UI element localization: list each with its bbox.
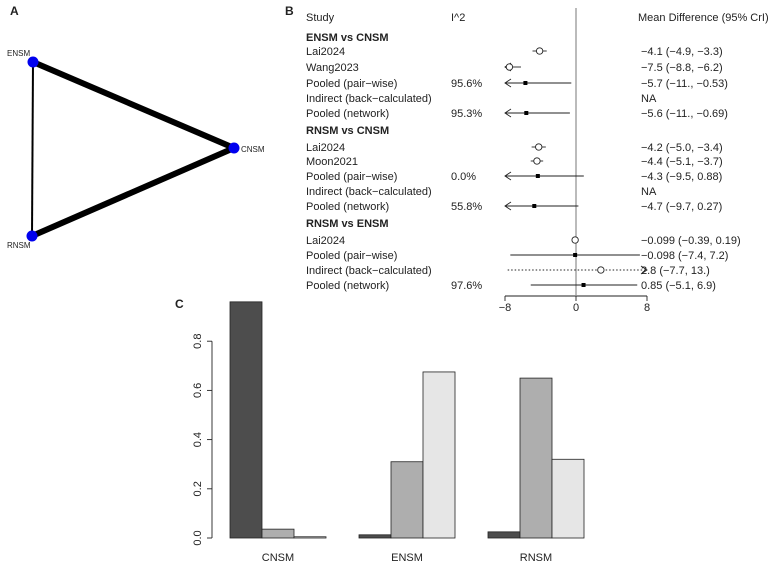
effect-label: −7.5 (−8.8, −6.2) [641, 62, 723, 74]
study-label: Lai2024 [306, 142, 345, 154]
header-study: Study [306, 12, 335, 24]
study-label: Moon2021 [306, 156, 358, 168]
network-node-rnsm [26, 230, 38, 242]
effect-label: −5.6 (−11., −0.69) [641, 108, 728, 120]
study-label: Pooled (pair−wise) [306, 171, 397, 183]
study-label: Pooled (pair−wise) [306, 78, 397, 90]
comparison-title: RNSM vs CNSM [306, 125, 389, 137]
effect-label: −0.098 (−7.4, 7.2) [641, 250, 728, 262]
study-label: Indirect (back−calculated) [306, 265, 432, 277]
header-i2: I^2 [451, 12, 465, 24]
panel-label-b: B [285, 4, 294, 18]
effect-label: −4.7 (−9.7, 0.27) [641, 201, 722, 213]
study-label: Pooled (pair−wise) [306, 250, 397, 262]
bar-category-label: CNSM [262, 552, 294, 564]
ci-arrow-left [504, 78, 512, 88]
bar-y-tick-label: 0.4 [192, 432, 204, 447]
i2-value: 97.6% [451, 280, 482, 292]
effect-label: NA [641, 93, 657, 105]
network-node-label: CNSM [241, 145, 265, 154]
bar-category-label: RNSM [520, 552, 552, 564]
bar-rnsm-1 [487, 531, 521, 539]
i2-value: 95.6% [451, 78, 482, 90]
panel-label-c: C [175, 297, 184, 311]
point-estimate-square [581, 283, 586, 287]
effect-label: −4.3 (−9.5, 0.88) [641, 171, 722, 183]
study-label: Pooled (network) [306, 201, 389, 213]
ci-arrow-right [640, 265, 648, 275]
bar-y-tick-label: 0.0 [192, 530, 204, 545]
bar-ensm-2 [390, 461, 424, 539]
point-estimate-square [573, 253, 578, 257]
network-panel: A ENSM CNSM RNSM [7, 4, 265, 250]
network-node-cnsm [228, 142, 240, 154]
study-label: Lai2024 [306, 46, 345, 58]
i2-value: 95.3% [451, 108, 482, 120]
study-label: Indirect (back−calculated) [306, 93, 432, 105]
network-node-ensm [27, 56, 39, 68]
study-label: Pooled (network) [306, 108, 389, 120]
forest-x-tick-label: 8 [644, 302, 650, 314]
point-estimate-circle [571, 236, 579, 244]
comparison-title: ENSM vs CNSM [306, 32, 389, 44]
point-estimate-square [535, 174, 540, 178]
point-estimate-square [532, 204, 537, 208]
point-estimate-circle [597, 266, 605, 274]
point-estimate-circle [535, 143, 543, 151]
effect-label: 0.85 (−5.1, 6.9) [641, 280, 716, 292]
forest-x-tick-label: 0 [573, 302, 579, 314]
point-estimate-circle [535, 47, 544, 55]
bar-cnsm-2 [261, 528, 295, 539]
effect-label: −4.2 (−5.0, −3.4) [641, 142, 723, 154]
ci-arrow-left [504, 171, 512, 181]
bar-y-tick-label: 0.6 [192, 383, 204, 398]
effect-label: −4.4 (−5.1, −3.7) [641, 156, 723, 168]
study-label: Lai2024 [306, 235, 345, 247]
network-edge-rnsm-cnsm [30, 145, 236, 239]
bar-rnsm-2 [519, 377, 553, 539]
point-estimate-square [523, 81, 528, 85]
ci-arrow-left [504, 201, 512, 211]
network-edge-ensm-rnsm [31, 61, 34, 237]
study-label: Indirect (back−calculated) [306, 186, 432, 198]
effect-label: −0.099 (−0.39, 0.19) [641, 235, 741, 247]
bar-ensm-3 [422, 371, 456, 539]
network-node-label: RNSM [7, 241, 31, 250]
panel-label-a: A [10, 4, 19, 18]
network-node-label: ENSM [7, 49, 30, 58]
point-estimate-circle [533, 157, 541, 165]
bar-y-tick-label: 0.8 [192, 334, 204, 349]
point-estimate-square [524, 111, 529, 115]
network-edge-ensm-cnsm [31, 59, 236, 151]
effect-label: −5.7 (−11., −0.53) [641, 78, 728, 90]
bar-rnsm-3 [551, 458, 585, 539]
effect-label: NA [641, 186, 657, 198]
forest-panel: B Study I^2 Mean Difference (95% CrI) EN… [285, 4, 769, 314]
bar-y-tick-label: 0.2 [192, 481, 204, 496]
header-mean-difference: Mean Difference (95% CrI) [638, 12, 769, 24]
effect-label: 2.8 (−7.7, 13.) [641, 265, 710, 277]
comparison-title: RNSM vs ENSM [306, 218, 389, 230]
point-estimate-circle [505, 63, 514, 71]
forest-x-tick-label: −8 [499, 302, 512, 314]
i2-value: 55.8% [451, 201, 482, 213]
bar-category-label: ENSM [391, 552, 423, 564]
bar-cnsm-1 [229, 301, 263, 539]
bar-ensm-1 [358, 534, 392, 539]
study-label: Wang2023 [306, 62, 359, 74]
ci-arrow-left [504, 108, 512, 118]
bar-cnsm-3 [293, 536, 327, 539]
i2-value: 0.0% [451, 171, 476, 183]
rank-bar-panel: C 0.0 0.2 0.4 0.6 0.8 CNSM ENSM RNSM [175, 297, 585, 564]
effect-label: −4.1 (−4.9, −3.3) [641, 46, 723, 58]
study-label: Pooled (network) [306, 280, 389, 292]
